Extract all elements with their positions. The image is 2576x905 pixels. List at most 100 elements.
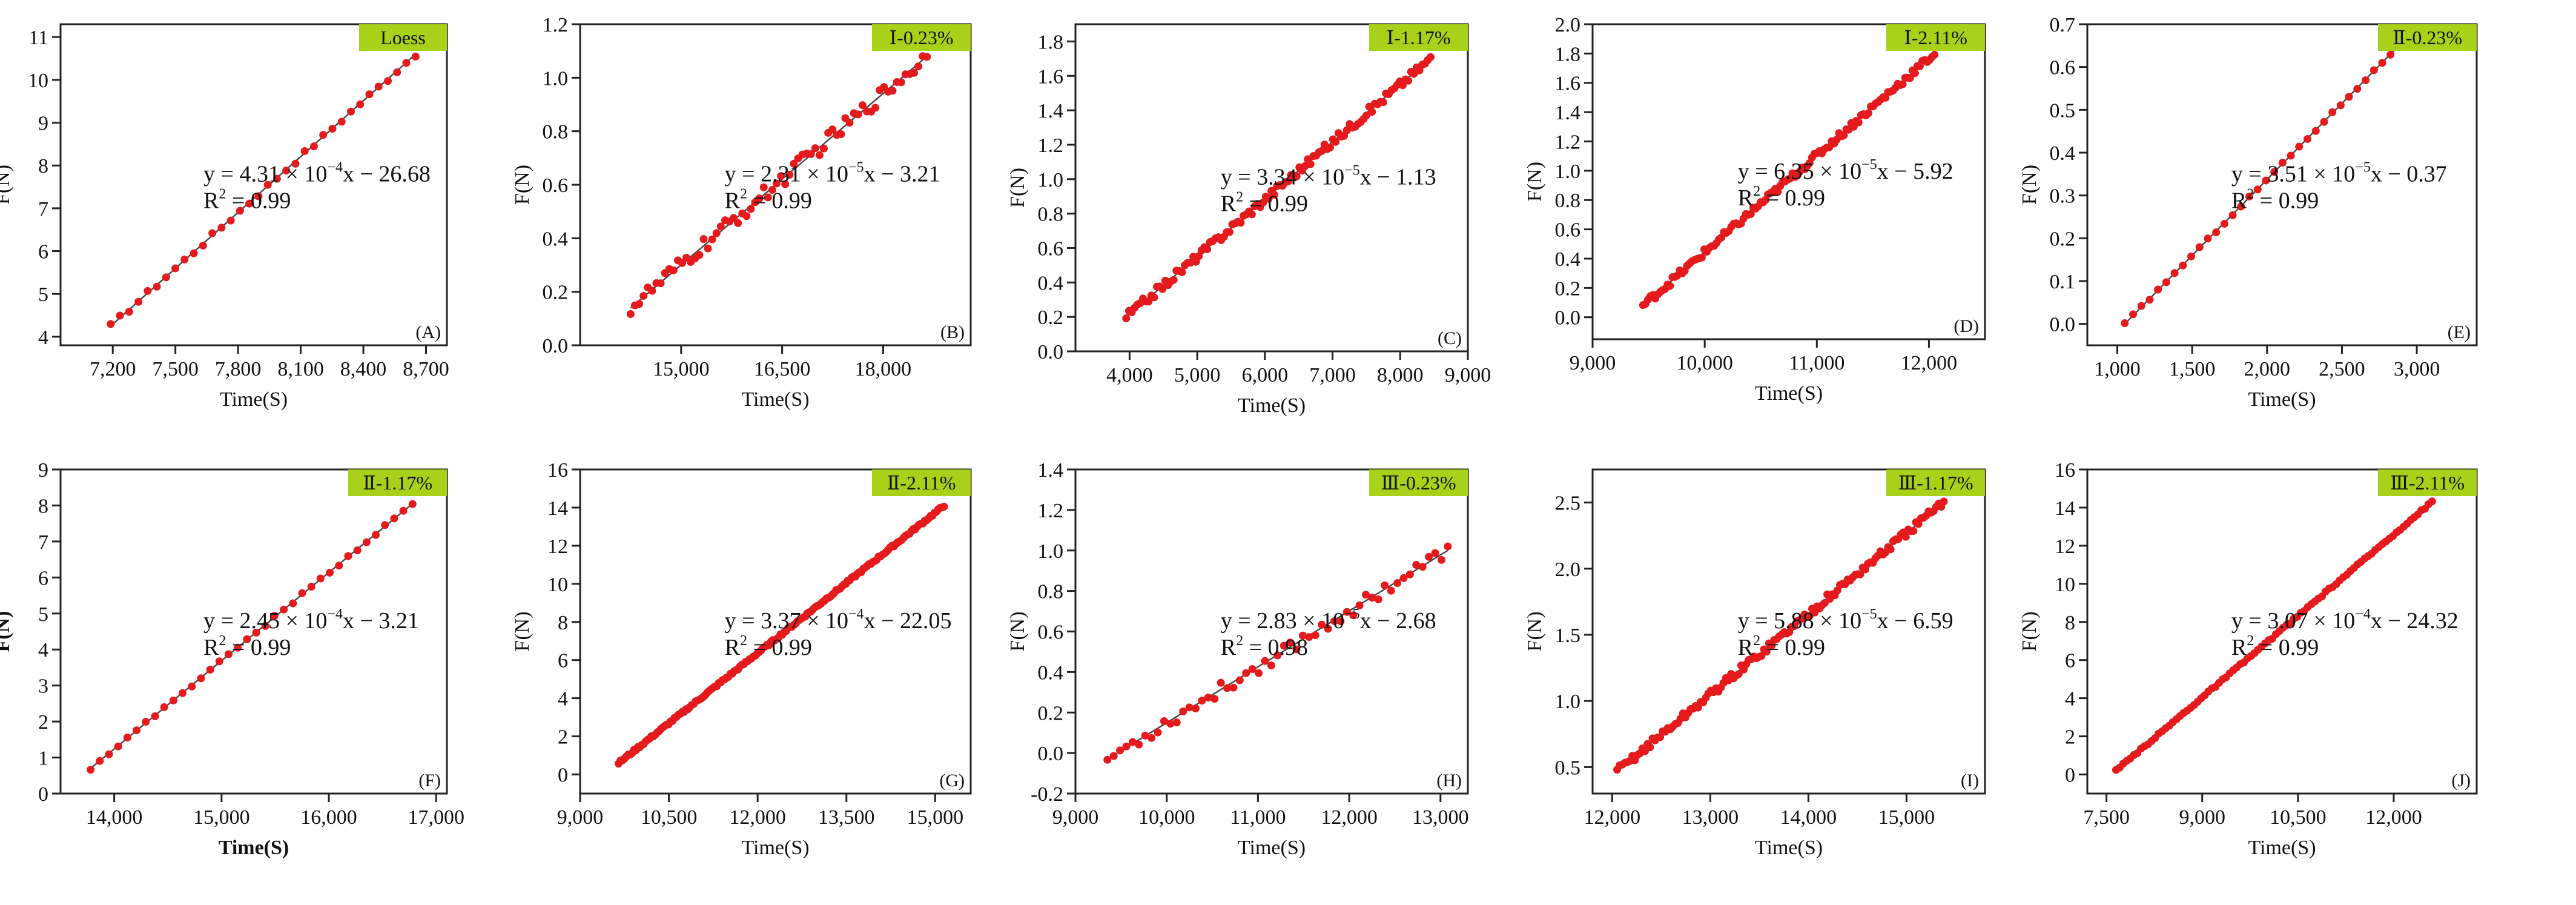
r2-symbol: R <box>725 188 741 214</box>
data-point <box>1203 245 1212 253</box>
x-tick-label: 10,000 <box>1676 352 1733 374</box>
y-tick-label: 8 <box>2065 612 2075 634</box>
y-tick-label: 9 <box>38 459 48 482</box>
data-point <box>1169 276 1178 284</box>
data-point <box>1909 527 1918 535</box>
panel-tag: Ⅲ-0.23% <box>1381 472 1456 494</box>
data-point <box>208 229 217 237</box>
data-point <box>96 757 104 765</box>
data-point <box>1198 697 1206 705</box>
y-tick-label: 8 <box>558 612 568 634</box>
r2-value: = 0.99 <box>1760 635 1825 660</box>
y-tick-label: 0 <box>2065 764 2075 787</box>
data-point <box>1437 555 1445 564</box>
r2-exponent: 2 <box>2247 633 2254 649</box>
data-point <box>888 87 897 95</box>
data-point <box>215 657 223 666</box>
plot-frame <box>59 23 448 346</box>
x-tick-label: 11,000 <box>1230 806 1286 829</box>
data-point <box>1284 177 1292 185</box>
data-point <box>2179 261 2187 270</box>
panel-tag-bg <box>2378 469 2477 496</box>
data-point <box>755 194 764 202</box>
data-point <box>923 53 931 61</box>
r2-exponent: 2 <box>1236 633 1243 649</box>
equation-main: y = 4.31 × 10 <box>203 162 327 187</box>
fit-equation: y = 2.31 × 10−5x − 3.21 <box>725 160 940 187</box>
y-tick-label: 1.4 <box>1038 459 1064 482</box>
data-point <box>712 229 721 237</box>
y-tick-label: 3 <box>38 675 48 698</box>
data-point <box>1854 118 1863 127</box>
data-point <box>1324 625 1332 633</box>
x-tick-label: 2,500 <box>2319 358 2365 380</box>
data-point <box>1901 532 1910 541</box>
x-tick-label: 15,000 <box>907 806 964 829</box>
panel-tag-bg <box>872 469 971 496</box>
data-point <box>252 628 260 637</box>
data-point <box>1911 69 1919 78</box>
x-tick-label: 7,500 <box>2083 806 2130 829</box>
data-point <box>1223 684 1232 692</box>
data-point <box>390 514 398 523</box>
panel-tag: Ⅲ-1.17% <box>1898 472 1973 494</box>
y-axis-label: F(N) <box>1524 162 1546 202</box>
data-point <box>773 179 781 188</box>
r-squared: R2 = 0.99 <box>725 633 812 660</box>
y-tick-label: 12 <box>547 535 568 558</box>
y-tick-label: 1.0 <box>1038 540 1064 563</box>
y-tick-label: 1.2 <box>543 14 569 36</box>
data-point <box>1204 693 1212 701</box>
data-point <box>87 766 95 774</box>
y-tick-label: 4 <box>2065 688 2075 711</box>
fit-line <box>2124 45 2400 325</box>
data-point <box>1116 746 1125 755</box>
data-point <box>226 216 235 225</box>
y-tick-label: 4 <box>38 639 48 661</box>
data-point <box>1318 620 1326 629</box>
fit-equation: y = 6.35 × 10−5x − 5.92 <box>1738 157 1953 184</box>
data-point <box>316 574 325 583</box>
data-point <box>2145 296 2154 304</box>
data-point <box>2428 497 2436 506</box>
y-tick-label: 8 <box>38 495 48 517</box>
panel-i: 0.5 1.0 1.5 2.0 2.5 12,000 13,000 14,000 15,000 T… <box>1524 468 1986 859</box>
panel-id: (F) <box>418 771 441 791</box>
y-tick-label: 0.0 <box>1555 307 1581 330</box>
data-point <box>1399 574 1408 582</box>
y-tick-label: 1.4 <box>1555 102 1581 124</box>
data-point <box>1864 109 1872 118</box>
y-tick-label: 6 <box>558 650 568 672</box>
data-point <box>1734 670 1743 678</box>
data-point <box>734 219 742 227</box>
equation-tail: x − 22.05 <box>864 608 952 634</box>
data-point <box>1381 581 1389 589</box>
data-point <box>858 101 867 110</box>
equation-tail: x − 3.21 <box>864 162 940 187</box>
data-point <box>1247 210 1256 219</box>
y-tick-label: 0.2 <box>2050 228 2076 250</box>
x-axis-label: Time(S) <box>1238 837 1306 859</box>
r2-value: = 0.99 <box>226 188 291 214</box>
equation-main: y = 2.45 × 10 <box>203 608 327 634</box>
y-tick-label: 8 <box>38 155 48 177</box>
panel-id: (A) <box>415 322 441 342</box>
y-tick-label: 1.8 <box>1038 31 1064 53</box>
data-point <box>1362 111 1370 120</box>
x-axis-label: Time(S) <box>741 388 809 411</box>
data-point <box>151 712 159 720</box>
data-point <box>845 119 854 127</box>
panel-c: 0.0 0.2 0.4 0.6 0.8 1.0 1.2 1.4 1.6 1.8 4,000 5,000… <box>1006 23 1491 417</box>
data-point <box>133 726 141 735</box>
x-axis-label: Time(S) <box>1238 394 1306 417</box>
y-tick-label: 0.4 <box>1038 272 1064 294</box>
r2-exponent: 2 <box>2247 187 2254 202</box>
data-point <box>1856 570 1864 578</box>
data-point <box>1368 594 1376 602</box>
data-point <box>1410 70 1418 78</box>
data-point <box>1311 631 1319 640</box>
data-point <box>1427 53 1435 61</box>
y-tick-label: 12 <box>2055 535 2075 558</box>
r2-value: = 0.99 <box>1760 185 1825 211</box>
